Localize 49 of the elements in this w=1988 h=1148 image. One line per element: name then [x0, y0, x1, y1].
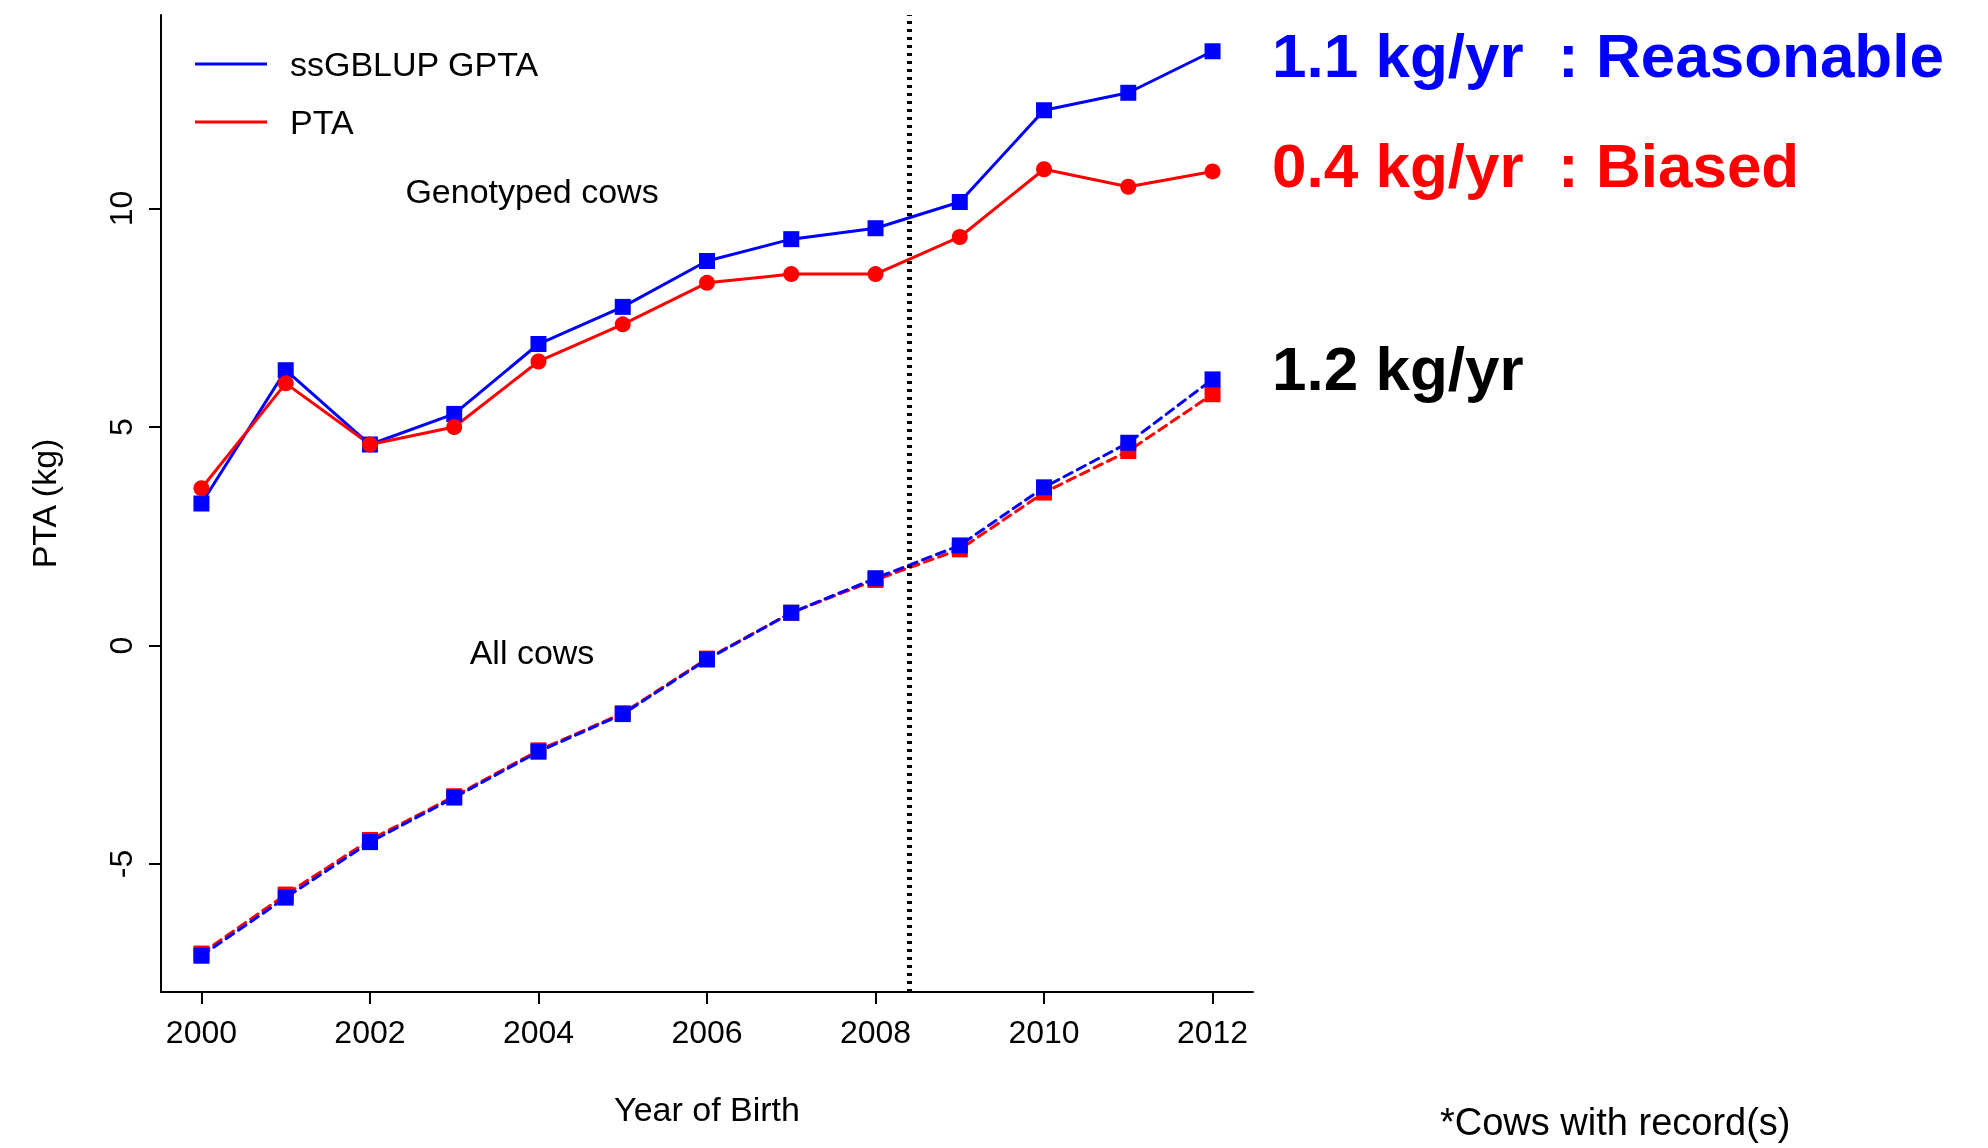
point [951, 194, 968, 211]
x-tick-label: 2004 [502, 1014, 575, 1050]
x-tick-label: 2008 [839, 1014, 912, 1050]
point [277, 362, 294, 379]
y-tick-label: -5 [103, 849, 139, 879]
text: 1.2 kg/yr [1272, 333, 1524, 403]
x-tick-label: 2002 [334, 1014, 406, 1050]
point [1036, 102, 1053, 119]
point [699, 253, 715, 269]
point [614, 316, 631, 333]
point [951, 537, 968, 554]
x-tick-label: 2012 [1176, 1014, 1249, 1050]
y-tick-label: 0 [103, 636, 139, 655]
point [1120, 178, 1137, 195]
point [193, 480, 210, 497]
y-tick-label: 10 [103, 190, 139, 227]
point [530, 336, 547, 353]
point [614, 298, 631, 315]
point [951, 228, 968, 245]
annotation: All cows [469, 633, 595, 671]
point [193, 495, 210, 512]
legend-label: ssGBLUP GPTA [290, 45, 539, 83]
x-tick-label: 2010 [1008, 1014, 1080, 1050]
point [1204, 386, 1221, 403]
point [446, 419, 463, 436]
x-axis-title: Year of Birth [614, 1090, 800, 1128]
y-tick-label: 5 [103, 418, 139, 436]
point [867, 220, 884, 237]
x-tick-label: 2006 [671, 1014, 743, 1050]
y-axis-title: PTA (kg) [25, 438, 63, 569]
point [1120, 84, 1137, 101]
point [530, 353, 547, 370]
text: 1.1 kg/yr : Reasonable [1272, 20, 1944, 90]
point [1036, 479, 1053, 496]
point [1204, 43, 1221, 60]
x-tick-label: 2000 [165, 1014, 238, 1050]
point [1204, 371, 1221, 388]
point [277, 375, 294, 392]
text: *Cows with record(s) [1440, 1101, 1791, 1143]
annotation: Genotyped cows [405, 172, 659, 210]
point [1120, 434, 1137, 451]
point [1204, 163, 1221, 180]
point [1036, 161, 1053, 178]
point [867, 266, 884, 283]
point [699, 274, 715, 291]
point [783, 266, 800, 283]
point [783, 231, 800, 248]
legend-label: PTA [290, 103, 354, 141]
text: 0.4 kg/yr : Biased [1272, 130, 1800, 200]
